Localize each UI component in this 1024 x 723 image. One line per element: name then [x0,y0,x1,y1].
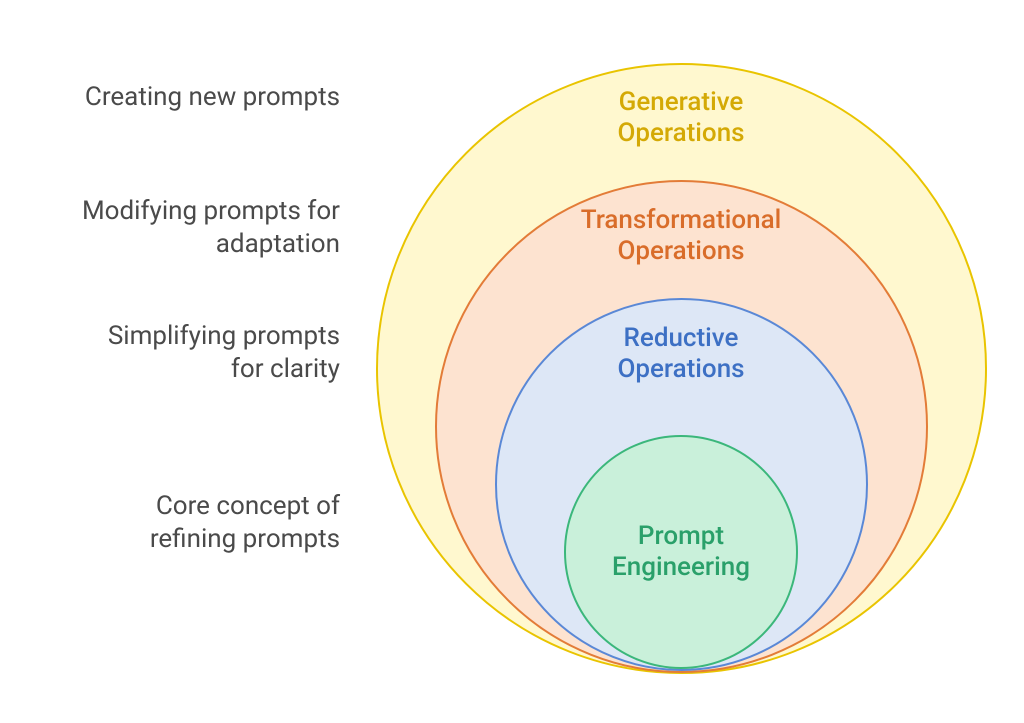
nested-circle-diagram: Generative Operations Creating new promp… [0,0,1024,723]
desc-reductive: Simplifying prompts for clarity [0,320,340,385]
circle-label-reductive: Reductive Operations [521,323,841,385]
desc-transformational: Modifying prompts for adaptation [0,195,340,260]
circle-label-transformational: Transformational Operations [521,205,841,267]
desc-generative: Creating new prompts [0,81,340,114]
circle-label-generative: Generative Operations [521,87,841,149]
desc-prompt-engineering: Core concept of refining prompts [0,490,340,555]
circle-label-prompt-engineering: Prompt Engineering [521,521,841,583]
